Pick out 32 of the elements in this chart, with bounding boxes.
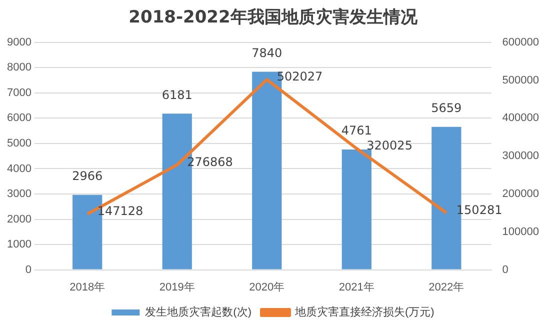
data-label: 5659 (431, 100, 462, 115)
data-label: 320025 (366, 138, 412, 153)
y-tick-label: 8000 (6, 62, 32, 74)
x-tick-label: 2021年 (338, 281, 374, 294)
y2-tick-label: 500000 (502, 74, 540, 86)
y2-tick-label: 100000 (502, 226, 540, 238)
y2-tick-label: 400000 (502, 112, 540, 124)
y2-tick-label: 200000 (502, 188, 540, 200)
y-tick-label: 5000 (6, 138, 32, 150)
y-tick-label: 1000 (6, 238, 32, 251)
legend-label: 发生地质灾害起数(次) (145, 306, 252, 319)
x-tick-label: 2018年 (70, 281, 106, 294)
x-tick-label: 2020年 (249, 281, 285, 294)
x-tick-label: 2019年 (159, 281, 195, 294)
y2-tick-label: 0 (502, 264, 508, 276)
legend-label: 地质灾害直接经济损失(万元) (294, 306, 434, 319)
chart-title: 2018-2022年我国地质灾害发生情况 (128, 8, 418, 28)
data-label: 6181 (162, 88, 192, 102)
y-tick-label: 0 (25, 264, 32, 276)
y-tick-label: 9000 (6, 36, 32, 48)
data-label: 7840 (252, 46, 282, 60)
y-tick-label: 6000 (6, 112, 32, 124)
y-tick-label: 7000 (6, 86, 32, 99)
y2-tick-label: 600000 (502, 36, 540, 48)
x-tick-label: 2022年 (428, 281, 464, 294)
y-tick-label: 2000 (6, 213, 32, 226)
y-tick-label: 3000 (6, 188, 32, 200)
bar (342, 150, 372, 270)
data-label: 2966 (72, 168, 103, 183)
y-tick-label: 4000 (6, 162, 32, 175)
y2-tick-label: 300000 (502, 150, 540, 162)
data-label: 4761 (341, 124, 372, 138)
